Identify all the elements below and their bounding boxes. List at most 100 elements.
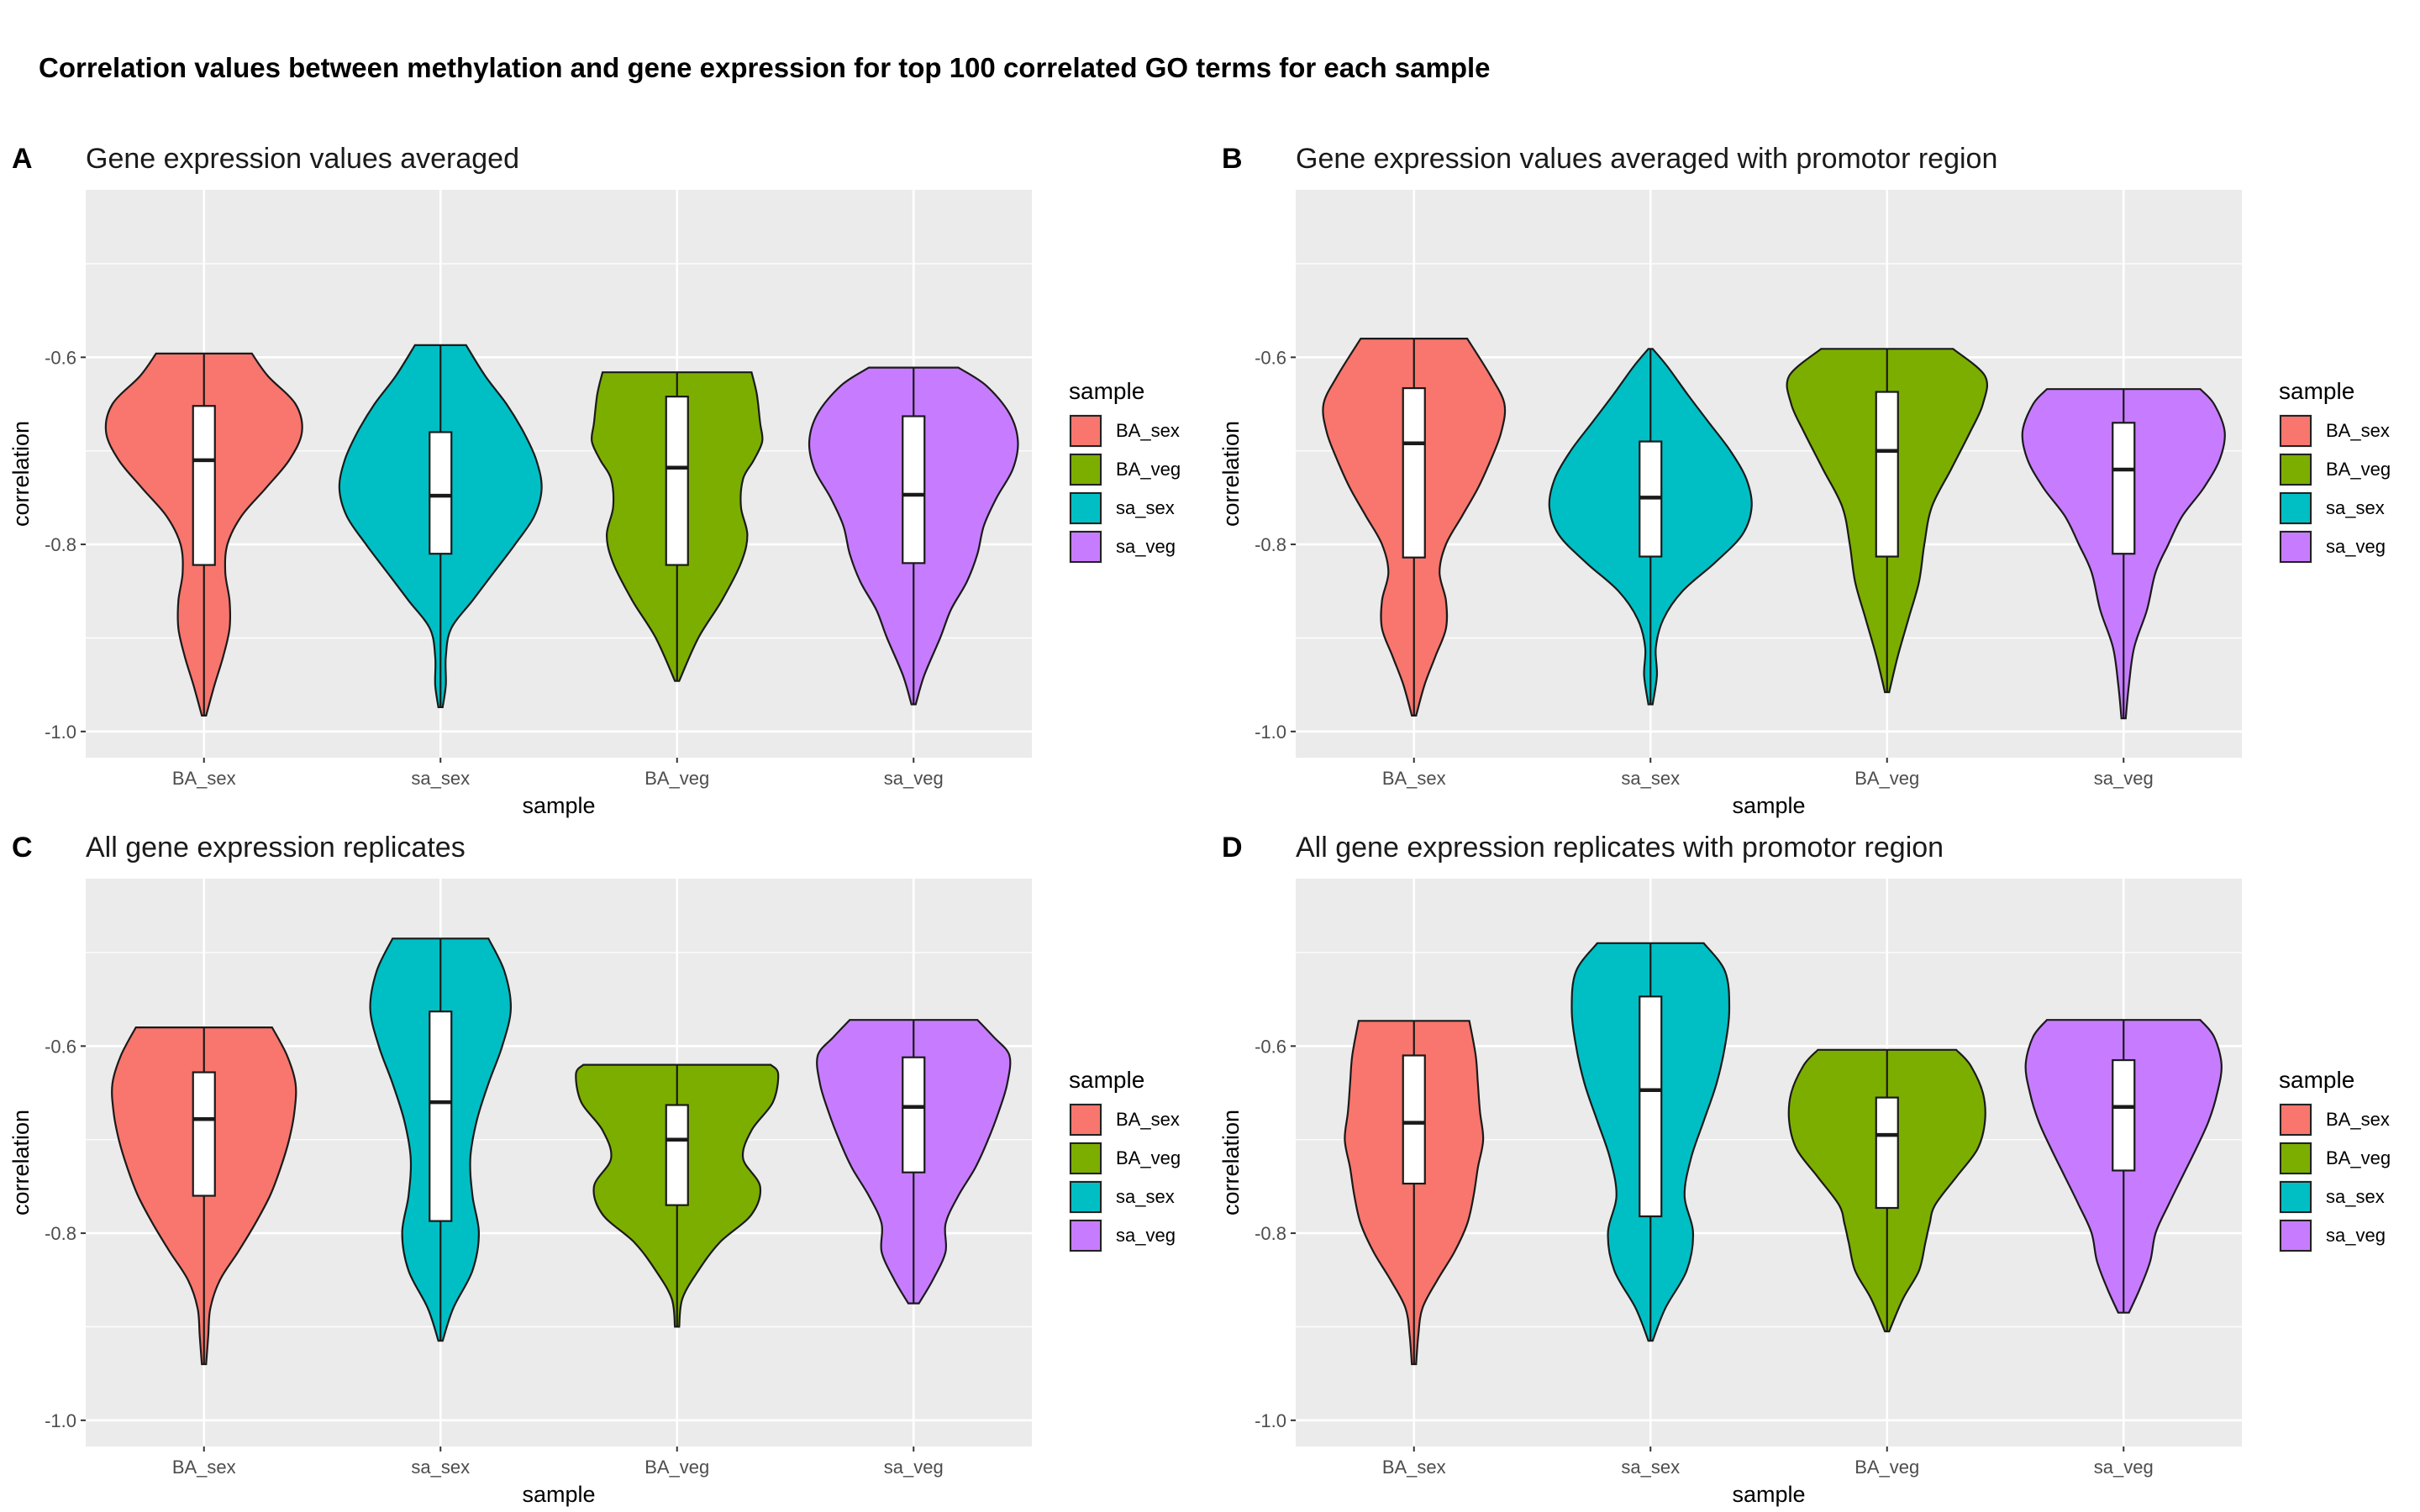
y-tick-label: -0.6 [45,347,76,368]
y-tick-label: -0.8 [1255,534,1286,555]
legend-swatch [1070,415,1102,447]
box-iqr [665,396,689,566]
box-iqr [192,405,216,566]
y-tick-label: -1.0 [1255,1410,1286,1431]
x-tick-label: sa_sex [1621,1457,1680,1478]
legend-label: BA_sex [1116,1109,1180,1130]
legend-key [1069,1142,1102,1175]
box-iqr [1639,995,1663,1218]
legend-key [2279,453,2312,486]
y-axis-title: correlation [1218,421,1244,527]
legend-swatch [1070,1104,1102,1136]
legend: sample BA_sex BA_veg sa_sex sa_veg [1069,1067,1181,1255]
legend-swatch [2280,454,2312,486]
legend-key [1069,530,1102,564]
panel-letter: B [1222,143,1243,175]
violin-plot-b: -1.0 -0.8 -0.6 BA_sex sa_sex BA_veg sa_vegsamp… [1218,190,2242,818]
y-tick-label: -0.6 [1255,1036,1286,1057]
x-axis-title: sample [522,793,595,818]
x-tick-label: sa_sex [1621,768,1680,789]
legend-swatch [2280,415,2312,447]
legend-swatch [2280,1220,2312,1252]
box-iqr [1402,386,1426,559]
legend-item-sa-veg: sa_veg [2279,528,2391,566]
legend: sample BA_sex BA_veg sa_sex sa_veg [2279,378,2391,566]
y-tick-label: -0.6 [1255,347,1286,368]
legend-label: sa_sex [2326,497,2385,518]
legend: sample BA_sex BA_veg sa_sex sa_veg [2279,1067,2391,1255]
legend-item-ba-sex: BA_sex [2279,412,2391,450]
legend-item-ba-sex: BA_sex [1069,1100,1181,1139]
legend-key [2279,1219,2312,1252]
legend-label: BA_veg [1116,459,1181,480]
legend-key [1069,1219,1102,1252]
legend-swatch [1070,492,1102,524]
y-tick-label: -1.0 [45,722,76,743]
y-tick-label: -0.8 [1255,1223,1286,1244]
y-tick-label: -0.8 [45,1223,76,1244]
legend-swatch [1070,1142,1102,1174]
x-tick-label: BA_veg [644,1457,709,1478]
box-iqr [429,1011,453,1222]
x-tick-label: BA_sex [1382,1457,1446,1478]
legend-item-sa-sex: sa_sex [1069,1178,1181,1216]
violin-plot-a: -1.0 -0.8 -0.6 BA_sex sa_sex BA_veg sa_vegsamp… [8,190,1032,818]
violin-plot-d: -1.0 -0.8 -0.6 BA_sex sa_sex BA_veg sa_vegsamp… [1218,879,2242,1507]
x-tick-label: BA_sex [1382,768,1446,789]
legend-key [1069,1180,1102,1214]
legend-key [2279,530,2312,564]
x-tick-label: sa_sex [411,768,470,789]
panel-letter: D [1222,832,1243,864]
legend-label: sa_veg [1116,536,1176,557]
legend-key [2279,1180,2312,1214]
y-tick-label: -1.0 [1255,722,1286,743]
box-iqr [902,415,926,564]
legend-swatch [2280,1104,2312,1136]
x-axis-title: sample [1732,1482,1805,1507]
legend-swatch [2280,531,2312,563]
legend-label: BA_sex [2326,420,2390,441]
legend-key [1069,414,1102,448]
x-axis-title: sample [522,1482,595,1507]
legend-title: sample [1069,378,1145,404]
panel-a: A Gene expression values averaged -1.0 -0… [0,134,1210,823]
y-tick-label: -0.6 [45,1036,76,1057]
legend-label: BA_veg [2326,459,2391,480]
x-tick-label: sa_veg [884,1457,944,1478]
legend-key [1069,1103,1102,1137]
legend-swatch [1070,1220,1102,1252]
x-tick-label: BA_veg [644,768,709,789]
panel-title: Gene expression values averaged with pro… [1296,143,1998,175]
box-iqr [192,1071,216,1197]
legend-key [2279,1142,2312,1175]
x-tick-label: sa_veg [2094,1457,2154,1478]
panel-letter: A [12,143,33,175]
legend-item-sa-sex: sa_sex [1069,489,1181,528]
x-tick-label: BA_sex [172,768,236,789]
legend-swatch [1070,1181,1102,1213]
violin-plot-c: -1.0 -0.8 -0.6 BA_sex sa_sex BA_veg sa_vegsamp… [8,879,1032,1507]
legend-key [2279,414,2312,448]
x-tick-label: BA_sex [172,1457,236,1478]
legend-item-sa-veg: sa_veg [1069,528,1181,566]
legend-item-ba-veg: BA_veg [2279,1139,2391,1178]
figure-title: Correlation values between methylation a… [39,52,1491,83]
y-tick-label: -0.8 [45,534,76,555]
legend-item-ba-sex: BA_sex [2279,1100,2391,1139]
panel-d: D All gene expression replicates with pr… [1210,823,2420,1512]
legend-title: sample [1069,1067,1145,1093]
panel-title: Gene expression values averaged [86,143,519,175]
box-iqr [2112,422,2136,555]
legend: sample BA_sex BA_veg sa_sex sa_veg [1069,378,1181,566]
box-iqr [665,1104,689,1206]
x-axis-title: sample [1732,793,1805,818]
legend-label: BA_sex [2326,1109,2390,1130]
legend-label: BA_sex [1116,420,1180,441]
box-iqr [429,431,453,555]
x-tick-label: sa_veg [2094,768,2154,789]
panel-letter: C [12,832,33,864]
box-iqr [2112,1058,2136,1172]
legend-swatch [1070,454,1102,486]
x-tick-label: sa_sex [411,1457,470,1478]
x-tick-label: sa_veg [884,768,944,789]
